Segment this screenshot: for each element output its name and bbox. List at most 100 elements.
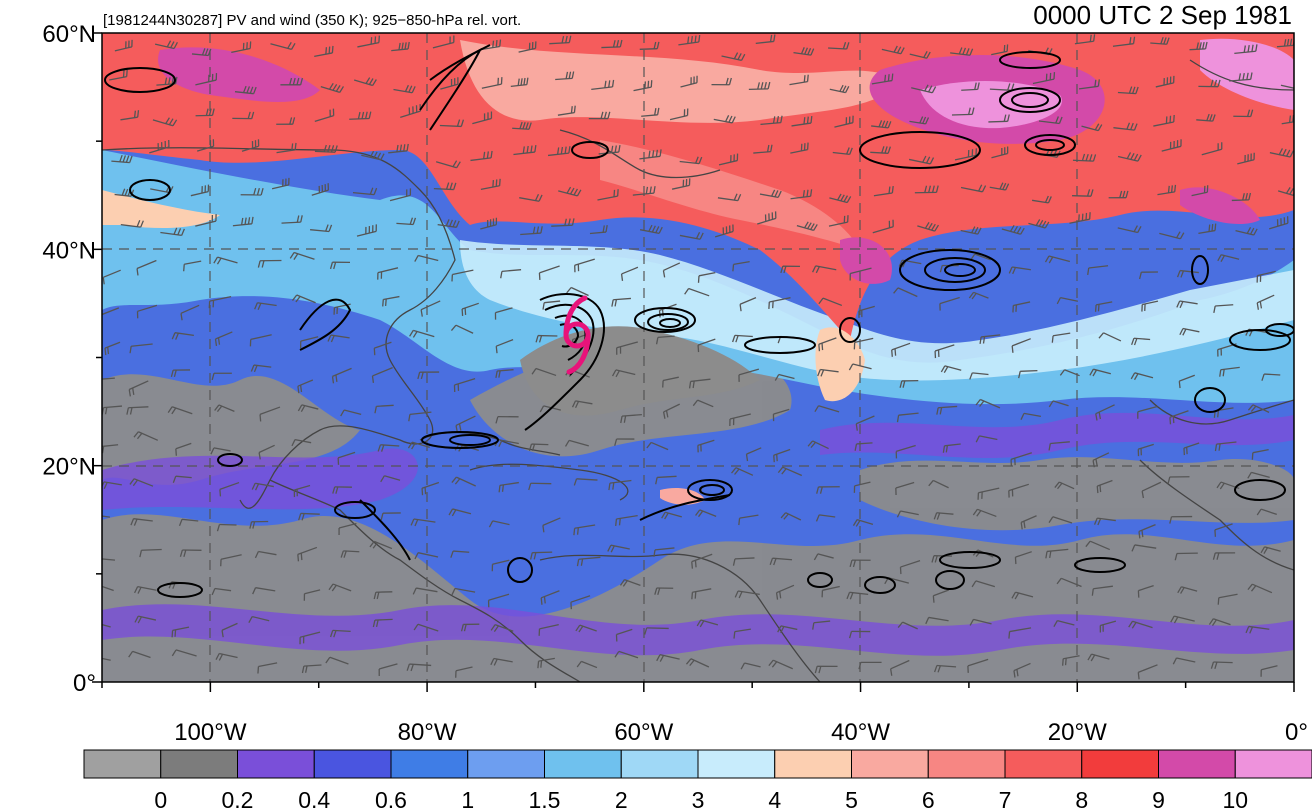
- wind-barb: [760, 115, 783, 126]
- wind-barb: [589, 225, 608, 235]
- wind-barb: [490, 624, 514, 632]
- wind-barb: [854, 442, 873, 451]
- wind-barb: [414, 552, 439, 560]
- wind-barb: [231, 41, 252, 54]
- wind-barb: [566, 286, 589, 297]
- wind-barb: [1176, 269, 1199, 278]
- wind-barb: [388, 143, 409, 154]
- wind-barb: [971, 580, 996, 588]
- wind-barb: [102, 585, 114, 592]
- wind-barb: [573, 524, 596, 536]
- wind-barb: [195, 108, 215, 117]
- wind-barb: [755, 34, 776, 44]
- wind-barb: [490, 657, 513, 666]
- wind-barb: [139, 548, 162, 558]
- wind-barb: [1277, 187, 1294, 197]
- wind-barb: [1217, 254, 1240, 262]
- wind-barb: [597, 189, 619, 201]
- wind-barb: [451, 476, 476, 487]
- wind-barb: [780, 265, 800, 274]
- wind-barb: [656, 654, 680, 662]
- wind-barb: [1087, 653, 1110, 662]
- wind-barb: [1159, 231, 1185, 240]
- wind-barb: [1198, 79, 1221, 88]
- wind-barb: [512, 121, 532, 130]
- wind-barb: [216, 523, 237, 532]
- wind-barb: [248, 615, 270, 624]
- wind-barb: [495, 369, 514, 378]
- wind-barb: [1091, 585, 1113, 596]
- wind-barb: [790, 189, 813, 200]
- map-panel: [102, 33, 1294, 682]
- wind-barb: [796, 221, 818, 232]
- wind-barb: [828, 41, 850, 50]
- wind-barb: [789, 74, 809, 86]
- lon-label: 80°W: [398, 719, 457, 746]
- wind-barb: [738, 514, 759, 526]
- wind-barb: [988, 114, 1010, 123]
- wind-barb: [1059, 369, 1080, 377]
- wind-barb: [972, 508, 997, 518]
- wind-barb: [714, 224, 734, 238]
- wind-barb: [249, 334, 272, 347]
- wind-barb: [240, 187, 264, 196]
- wind-barb: [1048, 516, 1073, 524]
- wind-barb: [611, 369, 636, 378]
- colorbar-swatch: [851, 749, 929, 779]
- wind-barb: [480, 178, 501, 190]
- wind-barb: [1053, 619, 1075, 628]
- wind-barb: [1010, 452, 1032, 467]
- wind-barb: [814, 665, 838, 674]
- wind-barb: [1081, 123, 1103, 132]
- wind-barb: [573, 478, 598, 486]
- wind-barb: [1214, 441, 1237, 452]
- wind-barb: [393, 84, 416, 94]
- wind-barb: [611, 297, 631, 307]
- wind-barb: [1137, 405, 1158, 419]
- wind-barb: [1210, 661, 1233, 670]
- wind-barb: [870, 146, 891, 154]
- wind-barb: [1141, 481, 1162, 499]
- wind-barb: [717, 193, 742, 202]
- wind-barb: [513, 145, 537, 156]
- wind-barb: [491, 559, 510, 572]
- wind-barb: [299, 336, 319, 349]
- wind-barb: [558, 186, 582, 197]
- wind-barb: [1214, 523, 1233, 537]
- wind-barb: [391, 41, 410, 52]
- colorbar-swatch: [390, 749, 469, 779]
- wind-barb: [828, 215, 849, 227]
- wind-barb: [195, 214, 217, 227]
- wind-barb: [608, 479, 632, 491]
- pv-high-accents: [102, 38, 1294, 505]
- wind-barb: [1089, 368, 1111, 377]
- wind-barb: [276, 117, 296, 125]
- wind-barb: [252, 587, 276, 595]
- lon-label: 100°W: [174, 719, 247, 746]
- lon-label: 20°W: [1048, 719, 1107, 746]
- wind-barb: [619, 579, 641, 587]
- colorbar-swatch: [1004, 749, 1083, 779]
- wind-barb: [1117, 225, 1142, 234]
- wind-barb: [620, 413, 642, 424]
- colorbar-label: 0: [154, 787, 167, 810]
- wind-barb: [591, 79, 615, 91]
- wind-barb: [950, 47, 974, 56]
- wind-barb: [855, 415, 875, 431]
- wind-barb: [551, 218, 575, 227]
- wind-barb: [908, 155, 935, 165]
- wind-barb: [211, 372, 232, 381]
- colorbar-label: 8: [1075, 787, 1088, 810]
- wind-barb: [817, 368, 839, 377]
- wind-barb: [571, 400, 593, 408]
- wind-barb: [1020, 412, 1042, 420]
- wind-barb: [774, 373, 795, 381]
- wind-barb: [641, 107, 660, 117]
- wind-barb: [576, 556, 601, 567]
- wind-barb: [337, 451, 356, 465]
- wind-barb: [1247, 404, 1270, 413]
- wind-barb: [679, 156, 703, 165]
- colorbar-label: 3: [692, 787, 705, 810]
- wind-barb: [1256, 270, 1276, 283]
- wind-barb: [1045, 548, 1069, 559]
